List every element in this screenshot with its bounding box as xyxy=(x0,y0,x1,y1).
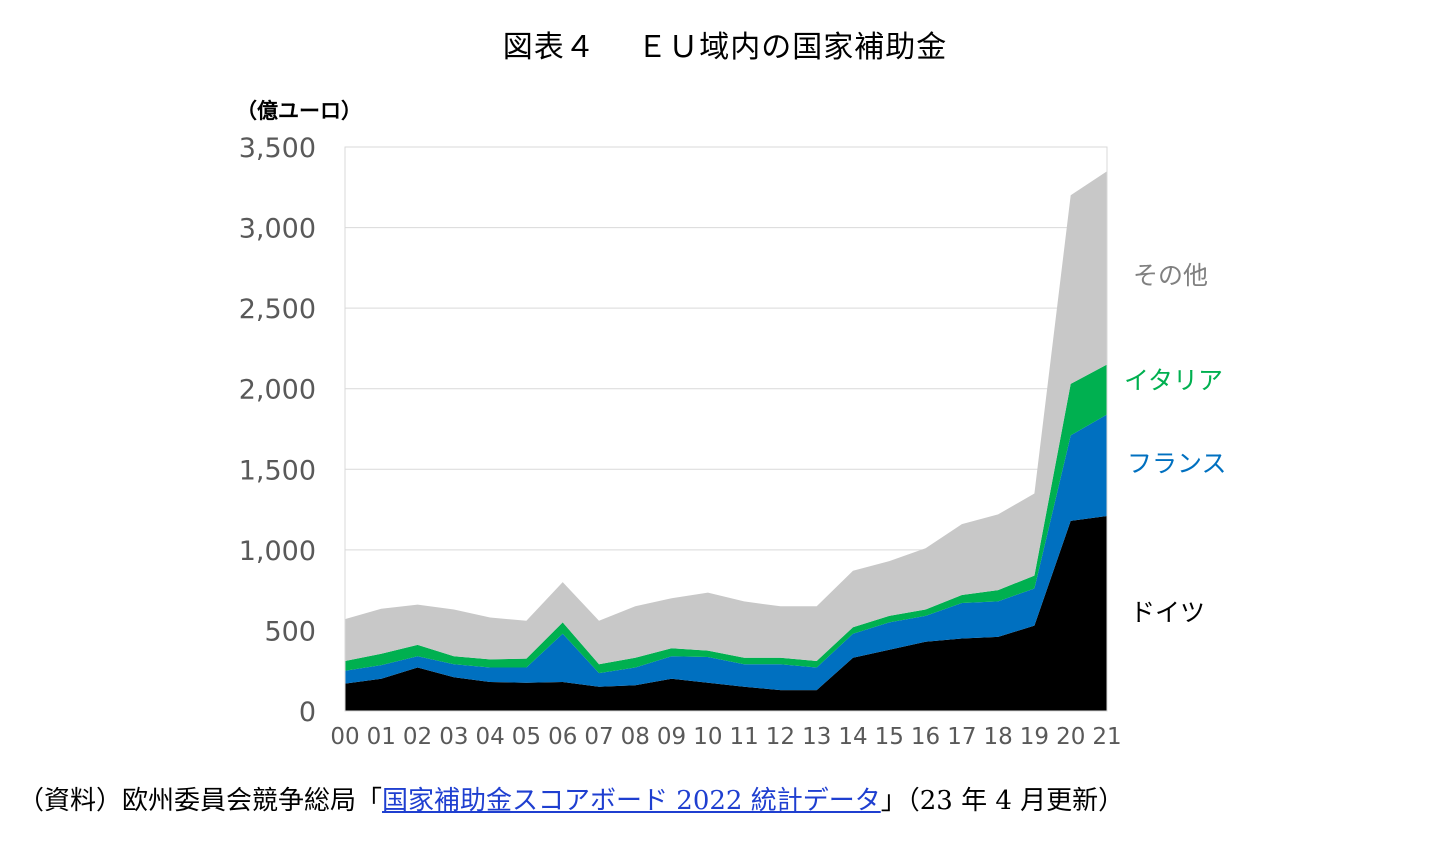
x-tick-label-6: 06 xyxy=(548,724,577,750)
source-prefix: （資料）欧州委員会競争総局「 xyxy=(18,786,383,816)
x-tick-label-13: 13 xyxy=(802,724,831,750)
x-tick-label-9: 09 xyxy=(657,724,686,750)
x-tick-label-7: 07 xyxy=(584,724,613,750)
x-tick-label-2: 02 xyxy=(403,724,432,750)
series-areas xyxy=(345,171,1107,711)
x-tick-label-18: 18 xyxy=(984,724,1013,750)
x-tick-label-20: 20 xyxy=(1056,724,1085,750)
y-axis-ticks: 0 500 1,000 1,500 2,000 2,500 3,000 3,500 xyxy=(239,133,316,728)
series-label-2: イタリア xyxy=(1124,366,1223,395)
y-tick-label-2: 1,000 xyxy=(239,536,316,567)
plot-frame xyxy=(344,146,1108,712)
x-tick-label-1: 01 xyxy=(367,724,396,750)
x-tick-label-17: 17 xyxy=(947,724,976,750)
y-tick-label-4: 2,000 xyxy=(239,375,316,406)
series-labels: ドイツ フランス イタリア その他 xyxy=(1124,261,1227,627)
x-tick-label-15: 15 xyxy=(875,724,904,750)
x-tick-label-4: 04 xyxy=(476,724,505,750)
x-tick-label-19: 19 xyxy=(1020,724,1049,750)
x-tick-label-3: 03 xyxy=(439,724,468,750)
x-tick-label-12: 12 xyxy=(766,724,795,750)
source-suffix: 」（23 年 4 月更新） xyxy=(880,786,1125,816)
y-axis-unit-label: （億ユーロ） xyxy=(236,99,362,123)
x-tick-label-14: 14 xyxy=(838,724,867,750)
area-series-3 xyxy=(345,171,1107,665)
area-series-0 xyxy=(345,516,1107,711)
x-tick-label-16: 16 xyxy=(911,724,940,750)
plot-border xyxy=(344,146,1108,712)
x-tick-label-8: 08 xyxy=(621,724,650,750)
x-axis-ticks: 00 01 02 03 04 05 06 07 08 09 10 11 12 13 14 15 16 17 18 19… xyxy=(330,724,1121,750)
y-tick-label-5: 2,500 xyxy=(239,294,316,325)
series-label-0: ドイツ xyxy=(1130,598,1205,627)
y-tick-label-0: 0 xyxy=(299,697,316,728)
y-tick-label-3: 1,500 xyxy=(239,455,316,486)
series-label-3: その他 xyxy=(1133,261,1208,290)
x-tick-label-5: 05 xyxy=(512,724,541,750)
chart-title: 図表４ ＥＵ域内の国家補助金 xyxy=(502,30,948,65)
area-series-1 xyxy=(345,414,1107,691)
source-note: （資料）欧州委員会競争総局「国家補助金スコアボード 2022 統計データ」（23… xyxy=(18,780,1124,817)
y-tick-label-7: 3,500 xyxy=(239,133,316,164)
y-tick-label-1: 500 xyxy=(264,616,316,647)
x-tick-label-0: 00 xyxy=(330,724,359,750)
x-tick-label-11: 11 xyxy=(730,724,759,750)
source-link[interactable]: 国家補助金スコアボード 2022 統計データ xyxy=(382,786,881,816)
series-label-1: フランス xyxy=(1127,449,1227,478)
y-tick-label-6: 3,000 xyxy=(239,214,316,245)
x-tick-label-21: 21 xyxy=(1092,724,1121,750)
x-tick-label-10: 10 xyxy=(693,724,722,750)
